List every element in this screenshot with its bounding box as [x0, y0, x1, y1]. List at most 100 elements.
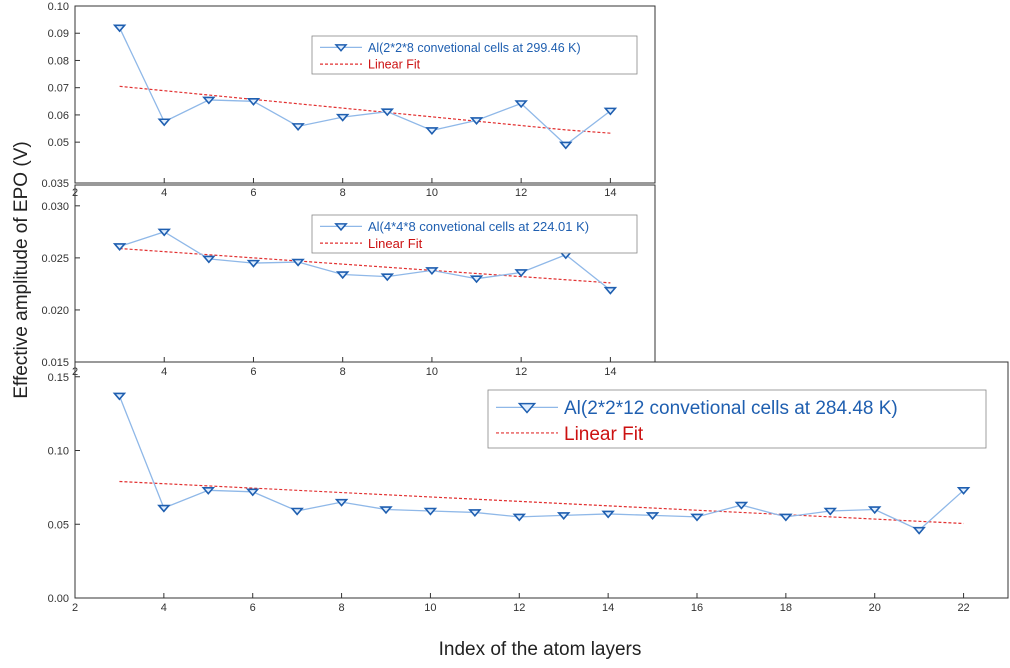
data-point — [512, 513, 527, 522]
x-tick-label: 2 — [72, 602, 78, 614]
data-point — [556, 512, 571, 521]
data-point — [645, 512, 660, 521]
fit-line — [119, 480, 964, 525]
data-point — [468, 509, 482, 518]
data-point — [246, 259, 261, 268]
y-tick-label: 0.020 — [41, 305, 69, 317]
data-point — [823, 507, 838, 516]
data-point — [112, 392, 127, 401]
data-point — [112, 24, 127, 33]
x-tick-label: 18 — [780, 602, 792, 614]
x-tick-label: 4 — [161, 366, 167, 378]
data-point — [157, 228, 171, 237]
y-tick-label: 0.10 — [48, 1, 69, 13]
data-point — [291, 123, 305, 131]
x-tick-label: 10 — [426, 187, 438, 199]
legend-fit-label: Linear Fit — [368, 58, 421, 72]
data-point — [423, 507, 438, 516]
data-point — [290, 507, 304, 516]
series-line — [119, 27, 611, 146]
data-point — [379, 506, 393, 515]
y-tick-label: 0.05 — [48, 519, 69, 531]
legend-marker-icon — [517, 402, 537, 414]
y-tick-label: 0.15 — [48, 372, 69, 384]
data-point — [559, 141, 573, 150]
data-point — [734, 501, 749, 510]
data-point — [246, 98, 261, 106]
data-point — [469, 117, 484, 125]
legend: Al(4*4*8 convetional cells at 224.01 K) L… — [311, 214, 638, 254]
legend-box — [487, 389, 987, 449]
legend: Al(2*2*12 convetional cells at 284.48 K)… — [487, 389, 987, 449]
data-point — [912, 526, 926, 535]
y-tick-label: 0.030 — [41, 201, 69, 213]
y-tick-label: 0.09 — [48, 28, 69, 40]
x-tick-label: 6 — [250, 366, 256, 378]
y-tick-label: 0.015 — [41, 357, 69, 369]
x-tick-label: 16 — [691, 602, 703, 614]
data-point — [157, 504, 171, 513]
legend-box — [311, 214, 638, 254]
data-point — [514, 269, 528, 278]
x-tick-label: 14 — [604, 187, 616, 199]
y-tick-label: 0.10 — [48, 446, 69, 458]
data-point — [202, 96, 216, 105]
y-tick-label: 0.06 — [48, 110, 69, 122]
data-point — [425, 267, 439, 275]
x-tick-label: 12 — [515, 187, 527, 199]
data-point — [202, 255, 216, 264]
data-point — [601, 510, 615, 519]
data-point — [690, 513, 704, 522]
x-tick-label: 6 — [250, 187, 256, 199]
x-tick-label: 12 — [515, 366, 527, 378]
data-point — [201, 487, 216, 495]
x-axis-title: Index of the atom layers — [439, 639, 642, 660]
x-tick-label: 4 — [161, 187, 167, 199]
x-tick-label: 14 — [602, 602, 614, 614]
x-tick-label: 8 — [340, 187, 346, 199]
y-tick-label: 0.00 — [48, 593, 69, 605]
data-point — [425, 127, 439, 136]
data-point — [335, 271, 350, 280]
legend: Al(2*2*8 convetional cells at 299.46 K) L… — [311, 35, 638, 75]
x-tick-label: 10 — [424, 602, 436, 614]
data-point — [334, 498, 349, 507]
y-tick-label: 0.025 — [41, 253, 69, 265]
data-point — [291, 258, 305, 267]
x-tick-label: 10 — [426, 366, 438, 378]
data-point — [514, 100, 528, 109]
x-tick-label: 6 — [250, 602, 256, 614]
series-line — [119, 231, 611, 291]
plot-frame — [74, 361, 1009, 599]
y-tick-label: 0.07 — [48, 83, 69, 95]
y-tick-label: 0.08 — [48, 55, 69, 67]
series-line — [118, 395, 965, 531]
data-point — [603, 286, 618, 295]
chart-panel-1: 2 4 6 8 10 12 140.0350.050.060.070.080.090.10A… — [41, 1, 656, 199]
data-point — [603, 107, 618, 116]
data-point — [380, 108, 395, 117]
chart-panels: 2 4 6 8 10 12 14 0.035 0.05 0.06 0.07 0.08 0.09 0.10 A… — [41, 1, 1009, 614]
y-tick-label: 0.05 — [48, 137, 69, 149]
data-point — [157, 118, 171, 127]
plot-frame — [74, 184, 656, 363]
data-point — [335, 113, 350, 122]
data-point — [779, 513, 793, 522]
y-axis-title: Effective amplitude of EPO (V) — [11, 141, 32, 398]
x-tick-label: 12 — [513, 602, 525, 614]
data-point — [867, 506, 882, 515]
data-point — [380, 273, 395, 282]
x-tick-label: 14 — [604, 366, 616, 378]
data-point — [956, 487, 971, 495]
legend-marker-icon — [334, 223, 348, 232]
legend-fit-label: Linear Fit — [368, 236, 423, 251]
x-tick-label: 8 — [340, 366, 346, 378]
legend-marker-icon — [334, 44, 348, 52]
fit-line — [119, 85, 611, 134]
x-tick-label: 22 — [957, 602, 969, 614]
x-tick-label: 4 — [161, 602, 167, 614]
x-tick-label: 20 — [869, 602, 881, 614]
legend-series-label: Al(2*2*12 convetional cells at 284.48 K) — [564, 398, 898, 419]
